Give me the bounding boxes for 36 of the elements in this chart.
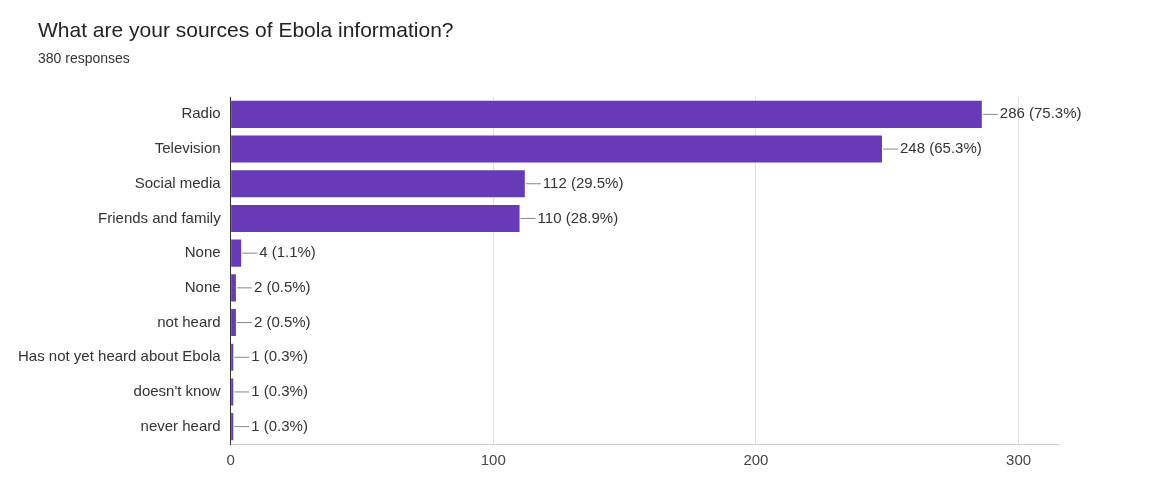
bar (231, 100, 982, 128)
data-label: 110 (28.9%) (537, 208, 619, 226)
bar (231, 274, 236, 302)
data-label: 2 (0.5%) (253, 312, 311, 330)
y-tick-label: not heard (157, 312, 221, 330)
y-tick-label: None (184, 243, 221, 261)
text: 380 responses (37, 49, 131, 66)
y-tick-label: Has not yet heard about Ebola (18, 347, 222, 365)
data-label: 248 (65.3%) (900, 139, 982, 157)
bar (231, 170, 525, 198)
y-tick-label: Social media (134, 173, 222, 191)
bar (231, 135, 883, 163)
data-label: 1 (0.3%) (251, 382, 308, 400)
bar (231, 204, 520, 232)
y-tick-label: never heard (140, 416, 221, 434)
y-tick-label: doesn't know (133, 382, 221, 400)
chart-title: What are your sources of Ebola information? (37, 17, 455, 42)
y-tick-label: Radio (181, 104, 221, 122)
data-label: 1 (0.3%) (251, 347, 308, 365)
x-tick-label: 0 (226, 451, 235, 469)
data-label: 2 (0.5%) (253, 277, 311, 295)
y-tick-label: None (184, 277, 221, 295)
x-tick-label: 300 (1006, 451, 1032, 469)
bar (231, 413, 234, 441)
data-label: 1 (0.3%) (251, 416, 308, 434)
data-label: 286 (75.3%) (999, 104, 1082, 122)
data-label: 4 (1.1%) (259, 243, 316, 261)
bar (231, 309, 236, 337)
data-label: 112 (29.5%) (542, 173, 624, 191)
bar (231, 378, 234, 406)
bar (231, 343, 234, 371)
y-tick-label: Friends and family (98, 208, 222, 226)
y-tick-label: Television (154, 139, 221, 157)
x-tick-label: 100 (480, 451, 506, 469)
x-tick-label: 200 (743, 451, 769, 469)
bar (231, 239, 242, 267)
